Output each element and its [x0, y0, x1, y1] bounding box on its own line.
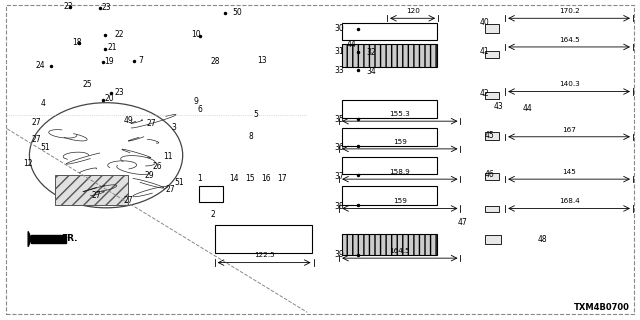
Text: 27: 27 [147, 119, 156, 128]
Text: 170.2: 170.2 [559, 8, 579, 14]
Text: 6: 6 [197, 105, 202, 114]
Text: 8: 8 [248, 132, 253, 141]
Text: 1: 1 [197, 174, 202, 183]
Text: 31: 31 [334, 47, 344, 56]
Text: 51: 51 [174, 178, 184, 187]
Text: 27: 27 [166, 185, 175, 194]
Text: 120: 120 [406, 8, 420, 14]
Text: 158.9: 158.9 [390, 169, 410, 175]
Text: 7: 7 [138, 56, 143, 65]
Text: 43: 43 [493, 102, 504, 111]
Text: 45: 45 [484, 131, 495, 140]
Text: 14: 14 [229, 174, 239, 183]
Text: 164.5: 164.5 [390, 248, 410, 254]
Text: 42: 42 [479, 89, 489, 98]
Text: 16: 16 [261, 174, 271, 183]
Text: 49: 49 [124, 116, 133, 125]
Bar [342, 234, 437, 255]
Bar [342, 186, 437, 204]
Text: 37: 37 [334, 172, 344, 181]
Text: 38: 38 [334, 202, 344, 211]
Text: 35: 35 [334, 115, 344, 124]
Text: 47: 47 [458, 218, 467, 227]
Text: 26: 26 [153, 162, 163, 171]
Text: 44: 44 [523, 104, 533, 113]
Bar [484, 206, 499, 212]
Bar [342, 44, 437, 67]
Text: 19: 19 [104, 57, 114, 66]
Text: 5: 5 [253, 110, 258, 119]
Bar [342, 100, 437, 118]
Text: 12: 12 [23, 159, 33, 168]
Text: 9: 9 [193, 97, 198, 106]
Text: 159: 159 [393, 139, 407, 145]
Text: 50: 50 [232, 8, 242, 17]
Bar [214, 225, 312, 253]
Text: 32: 32 [366, 48, 376, 57]
Text: 30: 30 [334, 24, 344, 33]
Bar [484, 24, 499, 33]
Bar [484, 92, 499, 99]
Bar [342, 128, 437, 146]
Text: 23: 23 [115, 88, 124, 97]
Text: 24: 24 [36, 60, 45, 70]
Bar [342, 23, 437, 40]
Text: 29: 29 [145, 171, 154, 180]
Text: 18: 18 [72, 38, 82, 47]
Text: 27: 27 [31, 118, 41, 127]
Text: 17: 17 [277, 174, 287, 183]
Text: 41: 41 [479, 47, 489, 56]
Text: 36: 36 [334, 143, 344, 152]
Text: 33: 33 [334, 66, 344, 75]
Text: 44: 44 [347, 40, 356, 49]
Text: 27: 27 [124, 196, 133, 205]
Text: 3: 3 [172, 123, 177, 132]
Text: 39: 39 [334, 251, 344, 260]
Text: 48: 48 [537, 235, 547, 244]
Text: 10: 10 [191, 30, 200, 39]
Text: 145: 145 [562, 169, 576, 175]
Text: 23: 23 [102, 3, 111, 12]
Bar [198, 186, 223, 202]
Bar [484, 132, 499, 140]
Text: 46: 46 [484, 170, 495, 179]
Text: 164.5: 164.5 [559, 37, 579, 43]
Bar [484, 173, 499, 180]
Text: 140.3: 140.3 [559, 81, 579, 87]
Text: 22: 22 [115, 30, 124, 39]
Text: 159: 159 [393, 198, 407, 204]
Text: 27: 27 [31, 135, 41, 144]
Text: 11: 11 [164, 152, 173, 161]
Text: 167: 167 [562, 127, 576, 132]
Text: 23: 23 [63, 2, 73, 11]
Text: 4: 4 [40, 99, 45, 108]
Bar [484, 235, 501, 244]
Text: 155.3: 155.3 [390, 111, 410, 117]
Text: 15: 15 [245, 174, 255, 183]
Text: FR.: FR. [61, 234, 78, 243]
Polygon shape [31, 235, 67, 244]
Bar [55, 175, 129, 205]
Bar [484, 51, 499, 58]
Text: 2: 2 [210, 210, 215, 219]
Text: 40: 40 [479, 18, 490, 27]
Text: 168.4: 168.4 [559, 198, 579, 204]
Text: 25: 25 [83, 80, 92, 89]
Text: 34: 34 [366, 67, 376, 76]
Bar [342, 156, 437, 174]
Text: 20: 20 [104, 94, 114, 103]
Text: 28: 28 [210, 57, 220, 67]
Text: 13: 13 [257, 56, 267, 65]
Text: 27: 27 [92, 191, 101, 200]
Text: 51: 51 [40, 143, 50, 152]
Text: TXM4B0700: TXM4B0700 [574, 303, 630, 312]
Text: 21: 21 [108, 44, 118, 52]
Text: 122.5: 122.5 [254, 252, 275, 259]
Polygon shape [28, 231, 31, 247]
